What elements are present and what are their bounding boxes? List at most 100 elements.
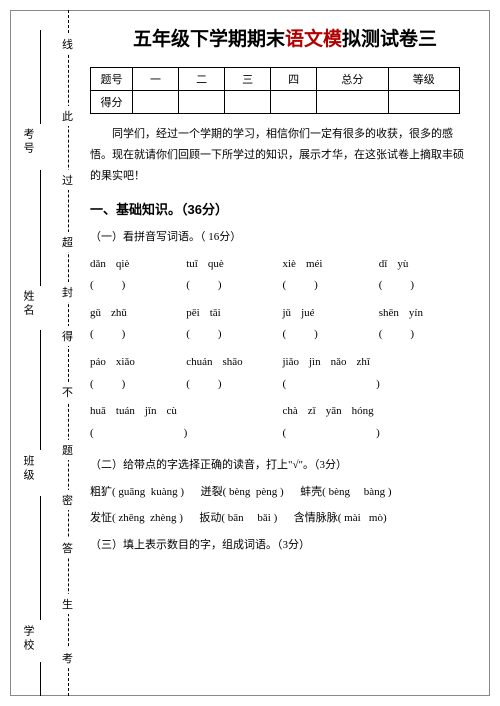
- binding-label-name: 姓名: [20, 290, 36, 318]
- paren-open[interactable]: (: [186, 326, 190, 344]
- score-cell[interactable]: [271, 91, 317, 114]
- pinyin-syllable: qiè: [116, 256, 129, 274]
- paren-open[interactable]: (: [379, 326, 383, 344]
- pinyin-row: páoxiǎo chuánshāo jiǎojìnnǎozhī: [90, 354, 475, 372]
- binding-line: [40, 330, 41, 450]
- pinyin-syllable: zǐ: [308, 403, 316, 421]
- binding-line: [40, 662, 41, 696]
- pinyin-syllable: zhǔ: [111, 305, 127, 323]
- binding-char: 密: [62, 490, 73, 510]
- score-col: 一: [133, 68, 179, 91]
- pinyin-syllable: xiǎo: [116, 354, 135, 372]
- binding-char: 生: [62, 594, 73, 614]
- pinyin-syllable: jué: [301, 305, 314, 323]
- score-cell[interactable]: [225, 91, 271, 114]
- pinyin-syllable: shāo: [223, 354, 243, 372]
- binding-char: 过: [62, 170, 73, 190]
- pinyin-syllable: yín: [409, 305, 423, 323]
- intro-text: 同学们，经过一个学期的学习，相信你们一定有很多的收获，很多的感悟。现在就请你们回…: [90, 124, 470, 187]
- binding-strip: 线 此 过 超 封 得 不 题 密 答 生 考 考号 姓名 班级 学校: [20, 10, 80, 696]
- binding-char: 得: [62, 326, 73, 346]
- title-suffix: 拟测试卷三: [342, 29, 437, 50]
- pinyin-syllable: cù: [166, 403, 176, 421]
- score-table: 题号 一 二 三 四 总分 等级 得分: [90, 67, 460, 114]
- score-col: 二: [179, 68, 225, 91]
- paren-close[interactable]: ): [314, 277, 318, 295]
- pinyin-row: gǔzhǔ pēitāi jǔjué shēnyín: [90, 305, 475, 323]
- paren-open[interactable]: (: [283, 326, 287, 344]
- pinyin-syllable: pēi: [186, 305, 199, 323]
- answer-row: () () (): [90, 376, 475, 394]
- pinyin-syllable: tuán: [116, 403, 135, 421]
- pinyin-syllable: huā: [90, 403, 106, 421]
- page-title: 五年级下学期期末语文模拟测试卷三: [90, 24, 480, 51]
- score-col: 四: [271, 68, 317, 91]
- score-cell[interactable]: [388, 91, 459, 114]
- binding-char: 考: [62, 648, 73, 668]
- pinyin-syllable: páo: [90, 354, 106, 372]
- title-highlight: 语文模: [285, 29, 342, 50]
- pinyin-row: dǎnqiè tuīquè xièméi dǐyù: [90, 256, 475, 274]
- answer-row: () () () (): [90, 326, 475, 344]
- binding-char: 此: [62, 106, 73, 126]
- pinyin-syllable: chà: [283, 403, 298, 421]
- table-row: 得分: [91, 91, 460, 114]
- score-col: 总分: [317, 68, 388, 91]
- q3-block: （三）填上表示数目的字，组成词语。（3分）: [90, 532, 478, 558]
- paren-open[interactable]: (: [90, 277, 94, 295]
- pinyin-syllable: gǔ: [90, 305, 101, 323]
- binding-label-school: 学校: [20, 625, 36, 653]
- binding-char: 不: [62, 382, 73, 402]
- paren-close[interactable]: ): [410, 277, 414, 295]
- pinyin-syllable: xiè: [283, 256, 296, 274]
- pinyin-row: huātuánjǐncù chàzǐyānhóng: [90, 403, 475, 421]
- paren-open[interactable]: (: [283, 277, 287, 295]
- paren-open[interactable]: (: [186, 277, 190, 295]
- pinyin-syllable: dǎn: [90, 256, 106, 274]
- paren-close[interactable]: ): [184, 425, 188, 443]
- pinyin-syllable: hóng: [352, 403, 374, 421]
- paren-close[interactable]: ): [218, 326, 222, 344]
- paren-open[interactable]: (: [186, 376, 190, 394]
- paren-close[interactable]: ): [218, 376, 222, 394]
- binding-label-examno: 考号: [20, 128, 36, 156]
- table-row: 题号 一 二 三 四 总分 等级: [91, 68, 460, 91]
- paren-close[interactable]: ): [314, 326, 318, 344]
- binding-label-class: 班级: [20, 455, 36, 483]
- pinyin-syllable: shēn: [379, 305, 399, 323]
- score-cell[interactable]: [317, 91, 388, 114]
- paren-close[interactable]: ): [122, 376, 126, 394]
- binding-line: [40, 496, 41, 620]
- paren-open[interactable]: (: [90, 376, 94, 394]
- binding-char: 题: [62, 440, 73, 460]
- score-col: 三: [225, 68, 271, 91]
- paren-close[interactable]: ): [218, 277, 222, 295]
- score-row-label: 题号: [91, 68, 133, 91]
- paren-open[interactable]: (: [90, 425, 94, 443]
- pinyin-grid: dǎnqiè tuīquè xièméi dǐyù () () () () gǔ…: [90, 256, 475, 443]
- paren-open[interactable]: (: [90, 326, 94, 344]
- pinyin-syllable: jiǎo: [283, 354, 300, 372]
- answer-row: () (): [90, 425, 475, 443]
- pinyin-syllable: dǐ: [379, 256, 388, 274]
- paren-close[interactable]: ): [122, 326, 126, 344]
- score-cell[interactable]: [133, 91, 179, 114]
- score-cell[interactable]: [179, 91, 225, 114]
- pinyin-syllable: nǎo: [331, 354, 347, 372]
- binding-char: 线: [62, 34, 73, 54]
- title-prefix: 五年级下学期期末: [133, 29, 285, 50]
- paren-close[interactable]: ): [122, 277, 126, 295]
- paren-close[interactable]: ): [376, 376, 380, 394]
- paren-open[interactable]: (: [283, 425, 287, 443]
- binding-char: 超: [62, 232, 73, 252]
- score-row-label: 得分: [91, 91, 133, 114]
- binding-line: [40, 170, 41, 286]
- paren-open[interactable]: (: [379, 277, 383, 295]
- paren-close[interactable]: ): [376, 425, 380, 443]
- paren-close[interactable]: ): [410, 326, 414, 344]
- pinyin-syllable: jǔ: [283, 305, 292, 323]
- paren-open[interactable]: (: [283, 376, 287, 394]
- pinyin-syllable: què: [208, 256, 224, 274]
- pinyin-syllable: jìn: [309, 354, 321, 372]
- q2-items: 粗犷( guāng kuàng ) 迸裂( bèng pèng ) 蚌壳( bè…: [90, 479, 478, 532]
